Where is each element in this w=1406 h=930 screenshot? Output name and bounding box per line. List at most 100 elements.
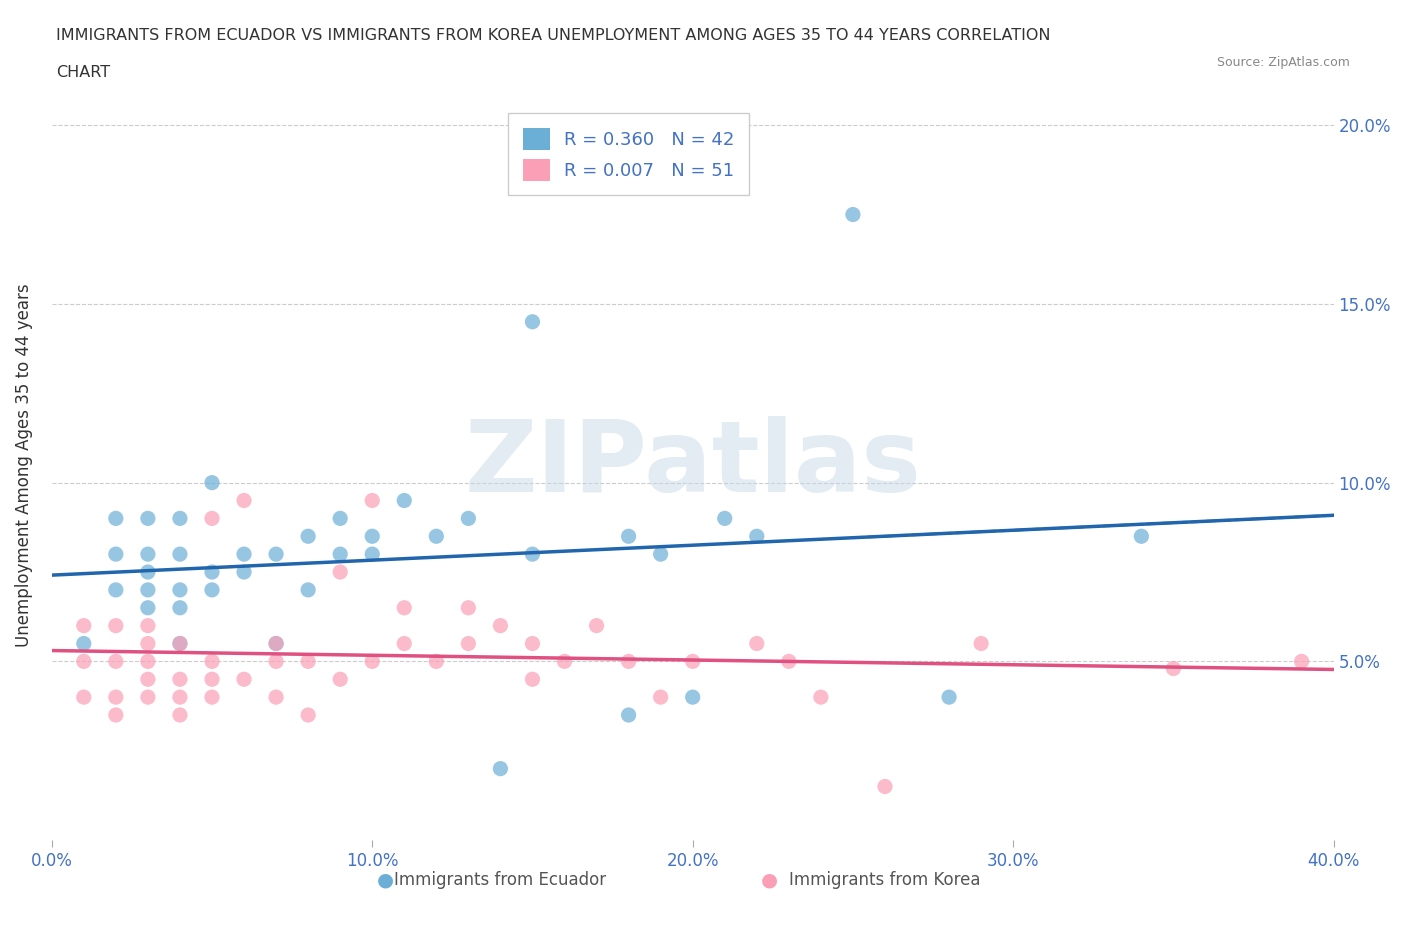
Text: CHART: CHART bbox=[56, 65, 110, 80]
Point bbox=[136, 511, 159, 525]
Point bbox=[104, 654, 127, 669]
Text: IMMIGRANTS FROM ECUADOR VS IMMIGRANTS FROM KOREA UNEMPLOYMENT AMONG AGES 35 TO 4: IMMIGRANTS FROM ECUADOR VS IMMIGRANTS FR… bbox=[56, 28, 1050, 43]
Point bbox=[233, 547, 256, 562]
Point bbox=[264, 547, 287, 562]
Point bbox=[104, 708, 127, 723]
Point bbox=[425, 529, 447, 544]
Text: ●: ● bbox=[761, 870, 778, 889]
Point bbox=[457, 511, 479, 525]
Point bbox=[233, 493, 256, 508]
Point bbox=[361, 654, 384, 669]
Point bbox=[169, 582, 191, 597]
Point bbox=[329, 565, 352, 579]
Point bbox=[169, 636, 191, 651]
Point bbox=[361, 529, 384, 544]
Point bbox=[682, 654, 704, 669]
Point bbox=[136, 654, 159, 669]
Point bbox=[104, 618, 127, 633]
Point bbox=[136, 601, 159, 616]
Point bbox=[394, 493, 416, 508]
Text: ZIPatlas: ZIPatlas bbox=[464, 417, 921, 513]
Point bbox=[136, 618, 159, 633]
Point bbox=[329, 671, 352, 686]
Point bbox=[297, 654, 319, 669]
Point bbox=[169, 708, 191, 723]
Point bbox=[329, 547, 352, 562]
Point bbox=[169, 671, 191, 686]
Point bbox=[1163, 661, 1185, 676]
Point bbox=[650, 547, 672, 562]
Point bbox=[73, 636, 96, 651]
Point bbox=[136, 671, 159, 686]
Point bbox=[201, 475, 224, 490]
Point bbox=[522, 547, 544, 562]
Point bbox=[104, 511, 127, 525]
Point bbox=[169, 547, 191, 562]
Point bbox=[1291, 654, 1313, 669]
Point bbox=[650, 690, 672, 705]
Point bbox=[73, 618, 96, 633]
Point bbox=[617, 654, 640, 669]
Point bbox=[522, 636, 544, 651]
Point bbox=[522, 671, 544, 686]
Point bbox=[842, 207, 865, 222]
Point bbox=[553, 654, 575, 669]
Point bbox=[297, 582, 319, 597]
Legend: R = 0.360   N = 42, R = 0.007   N = 51: R = 0.360 N = 42, R = 0.007 N = 51 bbox=[508, 113, 749, 195]
Point bbox=[1130, 529, 1153, 544]
Point bbox=[489, 618, 512, 633]
Point bbox=[457, 601, 479, 616]
Point bbox=[201, 582, 224, 597]
Point bbox=[201, 690, 224, 705]
Point bbox=[136, 565, 159, 579]
Point bbox=[169, 636, 191, 651]
Point bbox=[489, 761, 512, 776]
Point bbox=[104, 690, 127, 705]
Point bbox=[104, 582, 127, 597]
Point bbox=[361, 547, 384, 562]
Point bbox=[778, 654, 800, 669]
Point bbox=[201, 671, 224, 686]
Point bbox=[522, 314, 544, 329]
Point bbox=[136, 582, 159, 597]
Text: Source: ZipAtlas.com: Source: ZipAtlas.com bbox=[1216, 56, 1350, 69]
Text: Immigrants from Korea: Immigrants from Korea bbox=[789, 871, 981, 889]
Point bbox=[233, 565, 256, 579]
Point bbox=[970, 636, 993, 651]
Point bbox=[745, 529, 768, 544]
Text: ●: ● bbox=[377, 870, 394, 889]
Point bbox=[136, 690, 159, 705]
Point bbox=[617, 529, 640, 544]
Y-axis label: Unemployment Among Ages 35 to 44 years: Unemployment Among Ages 35 to 44 years bbox=[15, 283, 32, 646]
Point bbox=[73, 690, 96, 705]
Point bbox=[682, 690, 704, 705]
Point bbox=[264, 654, 287, 669]
Point bbox=[264, 636, 287, 651]
Point bbox=[394, 636, 416, 651]
Point bbox=[361, 493, 384, 508]
Point bbox=[136, 636, 159, 651]
Point bbox=[201, 511, 224, 525]
Point bbox=[425, 654, 447, 669]
Point bbox=[617, 708, 640, 723]
Point bbox=[136, 547, 159, 562]
Point bbox=[585, 618, 607, 633]
Point bbox=[394, 601, 416, 616]
Point bbox=[201, 565, 224, 579]
Point bbox=[297, 708, 319, 723]
Point bbox=[169, 690, 191, 705]
Point bbox=[938, 690, 960, 705]
Point bbox=[329, 511, 352, 525]
Point bbox=[73, 654, 96, 669]
Point bbox=[264, 636, 287, 651]
Point bbox=[457, 636, 479, 651]
Point bbox=[169, 511, 191, 525]
Point bbox=[297, 529, 319, 544]
Point bbox=[169, 601, 191, 616]
Point bbox=[810, 690, 832, 705]
Point bbox=[201, 654, 224, 669]
Point bbox=[745, 636, 768, 651]
Point bbox=[713, 511, 735, 525]
Point bbox=[233, 671, 256, 686]
Point bbox=[104, 547, 127, 562]
